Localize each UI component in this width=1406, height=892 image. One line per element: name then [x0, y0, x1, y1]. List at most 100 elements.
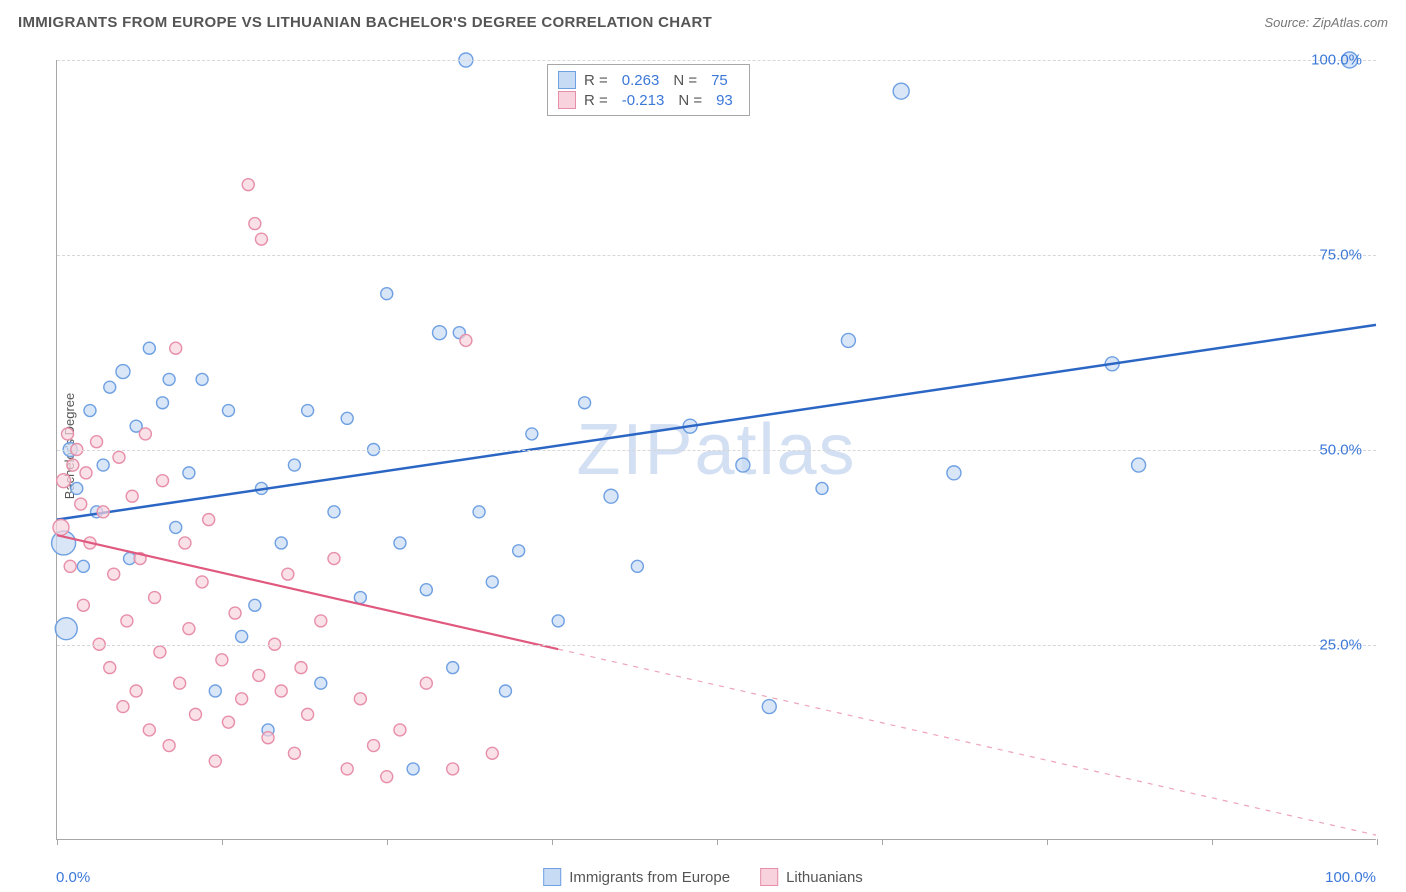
data-point: [143, 724, 155, 736]
data-point: [157, 397, 169, 409]
data-point: [762, 700, 776, 714]
swatch-europe: [543, 868, 561, 886]
gridline: [57, 255, 1376, 256]
data-point: [209, 755, 221, 767]
data-point: [604, 489, 618, 503]
x-tick: [1212, 839, 1213, 845]
data-point: [143, 342, 155, 354]
data-point: [407, 763, 419, 775]
data-point: [117, 701, 129, 713]
data-point: [253, 669, 265, 681]
data-point: [222, 405, 234, 417]
data-point: [229, 607, 241, 619]
r-value: -0.213: [622, 92, 665, 109]
n-label: N =: [678, 92, 702, 109]
data-point: [473, 506, 485, 518]
data-point: [53, 519, 69, 535]
y-tick-label: 50.0%: [1319, 442, 1362, 459]
data-point: [183, 623, 195, 635]
data-point: [108, 568, 120, 580]
data-point: [328, 506, 340, 518]
gridline: [57, 60, 1376, 61]
x-tick: [717, 839, 718, 845]
x-tick: [387, 839, 388, 845]
data-point: [447, 763, 459, 775]
x-tick-label: 100.0%: [1325, 869, 1376, 886]
data-point: [328, 553, 340, 565]
data-point: [126, 490, 138, 502]
data-point: [433, 326, 447, 340]
data-point: [236, 630, 248, 642]
data-point: [368, 740, 380, 752]
data-point: [163, 373, 175, 385]
data-point: [62, 428, 74, 440]
data-point: [1132, 458, 1146, 472]
trendline-extrapolated: [558, 649, 1376, 835]
data-point: [179, 537, 191, 549]
trendline: [57, 325, 1376, 520]
data-point: [631, 560, 643, 572]
data-point: [116, 365, 130, 379]
data-point: [295, 662, 307, 674]
gridline: [57, 450, 1376, 451]
header: IMMIGRANTS FROM EUROPE VS LITHUANIAN BAC…: [0, 0, 1406, 44]
data-point: [170, 342, 182, 354]
data-point: [163, 740, 175, 752]
n-value: 75: [711, 72, 728, 89]
source-attribution: Source: ZipAtlas.com: [1264, 15, 1388, 30]
x-tick: [222, 839, 223, 845]
data-point: [130, 685, 142, 697]
legend-label: Lithuanians: [786, 869, 863, 886]
data-point: [80, 467, 92, 479]
data-point: [354, 693, 366, 705]
data-point: [170, 521, 182, 533]
data-point: [816, 482, 828, 494]
x-tick: [57, 839, 58, 845]
legend-item-lithuanian: Lithuanians: [760, 868, 863, 886]
x-tick: [1047, 839, 1048, 845]
data-point: [302, 405, 314, 417]
legend-label: Immigrants from Europe: [569, 869, 730, 886]
plot-area: ZIPatlas R = 0.263 N = 75 R = -0.213 N =…: [56, 60, 1376, 840]
data-point: [196, 576, 208, 588]
data-point: [526, 428, 538, 440]
data-point: [97, 506, 109, 518]
data-point: [174, 677, 186, 689]
stats-legend: R = 0.263 N = 75 R = -0.213 N = 93: [547, 64, 750, 116]
data-point: [249, 599, 261, 611]
data-point: [394, 537, 406, 549]
data-point: [64, 560, 76, 572]
data-point: [315, 677, 327, 689]
data-point: [139, 428, 151, 440]
data-point: [196, 373, 208, 385]
data-point: [255, 233, 267, 245]
x-tick: [882, 839, 883, 845]
data-point: [579, 397, 591, 409]
x-tick-label: 0.0%: [56, 869, 90, 886]
data-point: [447, 662, 459, 674]
data-point: [71, 482, 83, 494]
swatch-europe: [558, 71, 576, 89]
data-point: [203, 514, 215, 526]
swatch-lithuanian: [558, 91, 576, 109]
data-point: [354, 592, 366, 604]
data-point: [341, 412, 353, 424]
data-point: [947, 466, 961, 480]
r-label: R =: [584, 92, 608, 109]
trendline: [57, 535, 558, 649]
data-point: [262, 732, 274, 744]
data-point: [149, 592, 161, 604]
swatch-lithuanian: [760, 868, 778, 886]
data-point: [113, 451, 125, 463]
y-tick-label: 100.0%: [1311, 52, 1362, 69]
data-point: [275, 537, 287, 549]
data-point: [302, 708, 314, 720]
data-point: [893, 83, 909, 99]
data-point: [420, 584, 432, 596]
data-point: [486, 576, 498, 588]
data-point: [394, 724, 406, 736]
data-point: [841, 333, 855, 347]
data-point: [381, 771, 393, 783]
data-point: [77, 560, 89, 572]
data-point: [216, 654, 228, 666]
